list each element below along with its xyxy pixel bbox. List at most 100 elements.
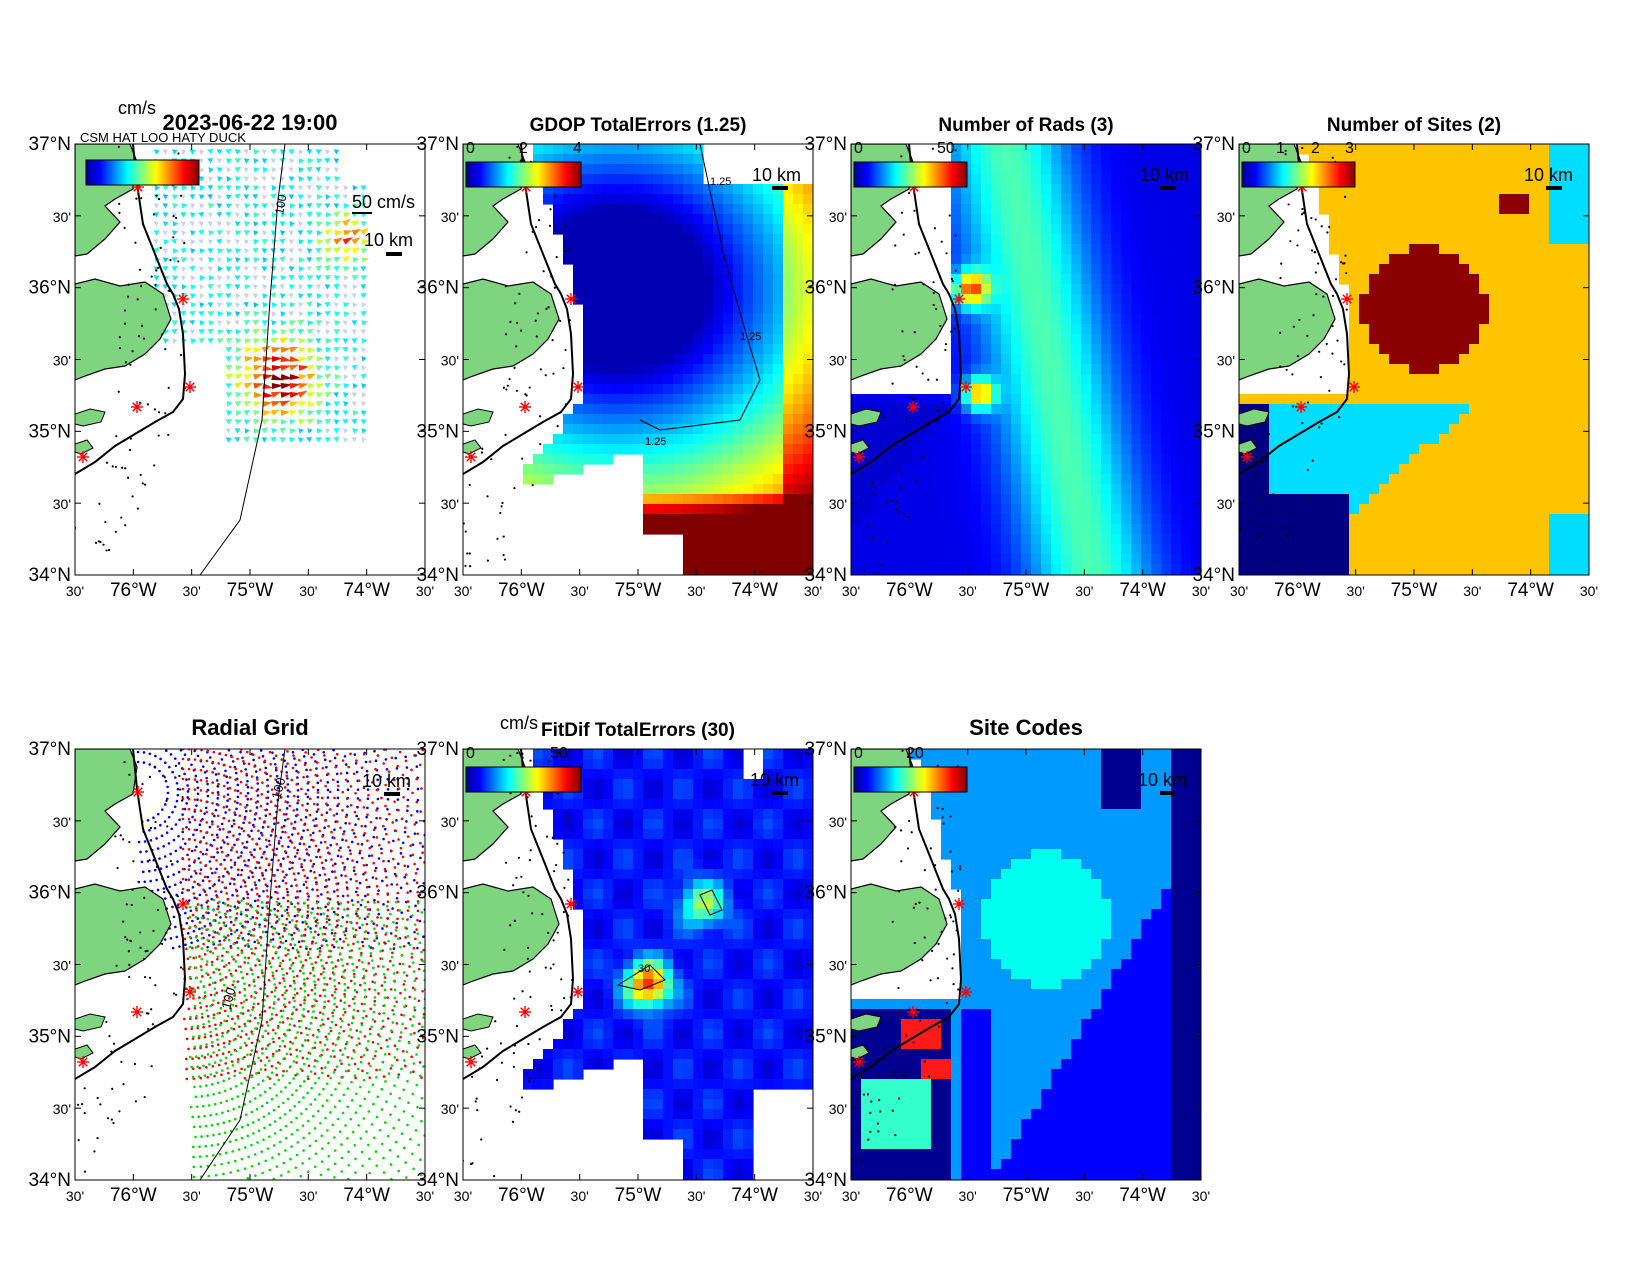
grid-cell — [971, 264, 982, 275]
current-vector — [199, 284, 204, 290]
grid-cell — [1161, 274, 1172, 285]
coastal-dot — [564, 403, 567, 406]
grid-cell — [1529, 484, 1540, 495]
grid-cell — [1161, 244, 1172, 255]
grid-cell — [1449, 184, 1460, 195]
grid-cell — [1529, 404, 1540, 415]
grid-cell — [1299, 454, 1310, 465]
grid-cell — [613, 224, 624, 235]
grid-cell — [1449, 424, 1460, 435]
grid-cell — [1559, 284, 1570, 295]
grid-cell — [1041, 554, 1052, 565]
grid-cell — [1499, 214, 1510, 225]
current-vector — [306, 284, 314, 290]
grid-cell — [1549, 364, 1560, 375]
grid-cell — [1499, 354, 1510, 365]
grid-cell — [1151, 454, 1162, 465]
grid-cell — [981, 284, 992, 295]
grid-cell — [1549, 294, 1560, 305]
grid-cell — [1319, 394, 1330, 405]
radial-grid-point — [148, 763, 151, 766]
grid-cell — [773, 344, 784, 355]
grid-cell — [981, 324, 992, 335]
current-vector — [343, 203, 350, 209]
grid-cell — [1349, 404, 1360, 415]
current-vector — [342, 248, 352, 254]
grid-cell — [713, 444, 724, 455]
grid-cell — [1359, 334, 1370, 345]
grid-cell — [1061, 334, 1072, 345]
grid-cell — [1489, 174, 1500, 185]
grid-cell — [1379, 494, 1390, 505]
grid-cell — [981, 224, 992, 235]
grid-cell — [1539, 454, 1550, 465]
radial-grid-point — [177, 834, 180, 838]
grid-cell — [1399, 424, 1410, 435]
grid-cell — [1191, 404, 1201, 415]
grid-cell — [783, 534, 794, 545]
coastal-dot — [1345, 272, 1348, 275]
grid-cell — [1529, 194, 1540, 205]
grid-cell — [753, 334, 764, 345]
grid-cell — [1509, 364, 1520, 375]
grid-cell — [623, 294, 634, 305]
grid-cell — [1001, 564, 1012, 575]
grid-cell — [743, 254, 754, 265]
current-vector — [253, 239, 260, 245]
grid-cell — [1409, 344, 1420, 355]
grid-cell — [1509, 504, 1520, 515]
grid-cell — [1519, 354, 1530, 365]
grid-cell — [1279, 394, 1290, 405]
current-vector — [334, 176, 341, 182]
grid-cell — [971, 514, 982, 525]
grid-cell — [733, 274, 744, 285]
grid-cell — [1509, 404, 1520, 415]
grid-cell — [1101, 524, 1112, 535]
current-vector — [163, 239, 170, 245]
grid-cell — [1359, 484, 1370, 495]
grid-cell — [1349, 414, 1360, 425]
grid-cell — [1031, 224, 1042, 235]
grid-cell — [911, 444, 922, 455]
grid-cell — [763, 184, 774, 195]
grid-cell — [1579, 274, 1589, 285]
grid-cell — [861, 534, 872, 545]
grid-cell — [1519, 334, 1530, 345]
grid-cell — [1121, 254, 1132, 265]
grid-cell — [1469, 524, 1480, 535]
current-vector — [271, 311, 277, 317]
grid-cell — [1051, 564, 1062, 575]
grid-cell — [1131, 464, 1142, 475]
current-vector — [225, 203, 232, 209]
grid-cell — [1409, 444, 1420, 455]
grid-cell — [1369, 574, 1380, 575]
grid-cell — [1339, 254, 1350, 265]
grid-cell — [1101, 464, 1112, 475]
current-vector — [289, 158, 295, 164]
grid-cell — [1011, 334, 1022, 345]
grid-cell — [1489, 564, 1500, 575]
grid-cell — [1111, 334, 1122, 345]
grid-cell — [1239, 544, 1250, 555]
radial-grid-point — [185, 802, 188, 805]
grid-cell — [991, 554, 1002, 565]
grid-cell — [1031, 314, 1042, 325]
grid-cell — [1041, 374, 1052, 385]
current-vector — [325, 149, 331, 155]
coastal-dot — [552, 372, 555, 375]
grid-cell — [961, 264, 972, 275]
grid-cell — [1389, 474, 1400, 485]
grid-cell — [663, 464, 674, 475]
grid-cell — [1579, 344, 1589, 355]
grid-cell — [1479, 454, 1490, 465]
grid-cell — [1091, 254, 1102, 265]
grid-cell — [1161, 334, 1172, 345]
grid-cell — [1419, 544, 1430, 555]
grid-cell — [733, 224, 744, 235]
coastal-dot — [140, 324, 144, 327]
grid-cell — [1419, 154, 1430, 165]
current-vector — [171, 320, 179, 326]
grid-cell — [1469, 254, 1480, 265]
current-vector — [243, 185, 250, 191]
grid-cell — [693, 354, 704, 365]
